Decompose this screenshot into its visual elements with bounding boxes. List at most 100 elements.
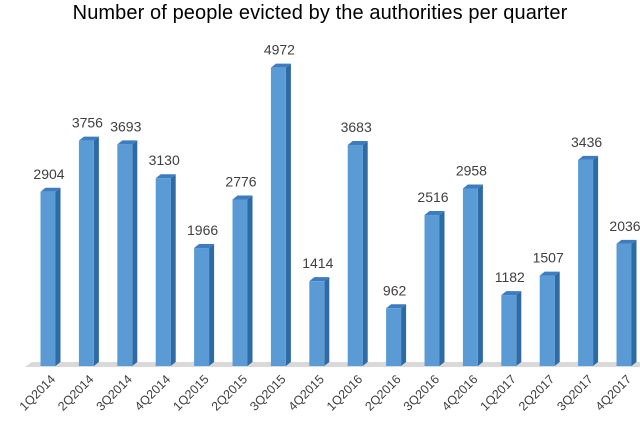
bar-side [209,244,215,366]
bar-side [324,277,330,366]
category-label: 1Q2016 [324,372,365,413]
category-label: 4Q2014 [132,372,173,413]
category-labels-group: 1Q20142Q20143Q20144Q20141Q20152Q20153Q20… [17,372,634,413]
bar [347,141,368,366]
data-label: 3130 [149,152,180,168]
data-label: 3693 [110,118,141,134]
category-label: 3Q2016 [401,372,442,413]
category-label: 1Q2015 [170,372,211,413]
bar-side [247,195,253,366]
bar-top [578,155,599,160]
data-labels-group: 2904 3756 3693 3130 1966 2776 4972 1414 3683 962 2… [33,42,640,299]
bar [386,304,407,366]
bar-front [155,178,171,366]
bar-front [462,188,478,366]
bar-top [424,211,445,216]
bar [309,277,330,366]
bar-top [616,239,637,244]
bar [270,63,291,367]
bar-front [347,145,363,366]
bar-front [386,308,402,366]
data-label: 2516 [417,189,448,205]
category-label: 2Q2016 [362,372,403,413]
bar-side [477,184,483,366]
category-label: 2Q2015 [209,372,250,413]
bar-side [516,291,522,366]
bar-front [194,248,210,366]
bar-side [439,211,445,366]
data-label: 1414 [302,255,333,271]
data-label: 4972 [264,42,295,58]
bar-top [78,136,99,141]
bar-front [232,199,248,366]
data-label: 3683 [341,119,372,135]
bar-front [539,275,555,366]
data-label: 2904 [33,166,64,182]
bar [40,187,61,366]
bar-top [347,141,368,146]
category-label: 3Q2015 [247,372,288,413]
bar-top [40,187,61,192]
bar-top [155,174,176,179]
bar [194,244,215,366]
data-label: 1966 [187,222,218,238]
bar-front [78,140,94,366]
bar-side [593,155,599,366]
bar [501,291,522,366]
bar [462,184,483,366]
bar-side [132,140,138,366]
bar-side [170,174,176,366]
bar-side [93,136,99,366]
bar-top [386,304,407,309]
data-label: 2036 [609,218,640,234]
bar-top [270,63,291,68]
category-label: 4Q2016 [439,372,480,413]
category-label: 4Q2017 [593,372,634,413]
chart-floor [24,362,640,367]
bar [578,155,599,366]
bar-front [578,159,594,366]
category-label: 1Q2017 [478,372,519,413]
bar-side [285,63,291,367]
bar-top [462,184,483,189]
category-label: 4Q2015 [286,372,327,413]
data-label: 2958 [456,163,487,179]
bar-front [616,243,632,366]
bar-front [40,191,56,366]
bar [424,211,445,366]
bar-side [55,187,61,366]
category-label: 3Q2014 [94,372,135,413]
bars-group [40,63,637,367]
bar-top [117,140,138,145]
bar [616,239,637,366]
bar-top [539,271,560,276]
bar [539,271,560,366]
data-label: 1507 [533,250,564,266]
bar-front [270,67,286,367]
data-label: 3756 [72,115,103,131]
bar-side [631,239,637,366]
chart-floor-plane [24,362,640,367]
bar-top [309,277,330,282]
bar [78,136,99,366]
bar-side [362,141,368,366]
data-label: 962 [383,282,407,298]
bar-front [309,281,325,366]
data-label: 2776 [225,173,256,189]
data-label: 1182 [495,269,525,285]
chart-title: Number of people evicted by the authorit… [72,2,568,24]
data-label: 3436 [571,134,602,150]
bar-front [117,144,133,366]
bar-front [424,215,440,366]
bar [232,195,253,366]
bar-front [501,295,517,366]
bar [155,174,176,366]
category-label: 2Q2017 [516,372,557,413]
bar [117,140,138,366]
bar-side [401,304,407,366]
category-label: 1Q2014 [17,372,58,413]
bar-top [194,244,215,249]
bar-top [501,291,522,296]
category-label: 2Q2014 [55,372,96,413]
